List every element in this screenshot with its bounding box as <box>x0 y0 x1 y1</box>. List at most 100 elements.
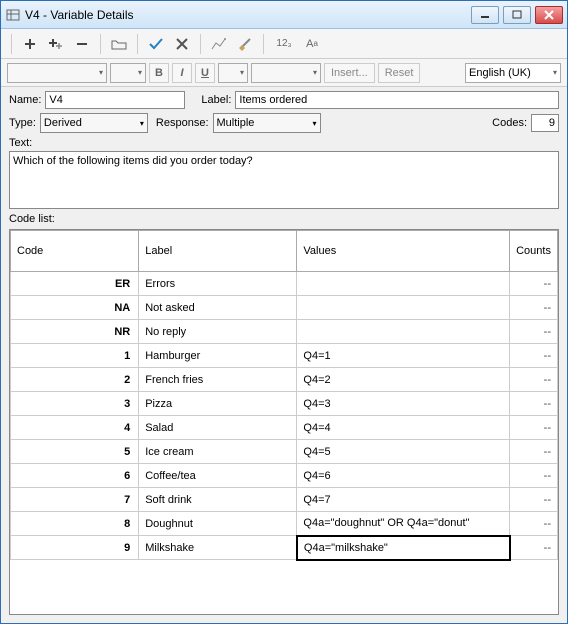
cell-values[interactable]: Q4a="milkshake" <box>297 536 510 560</box>
cell-values[interactable]: Q4=7 <box>297 488 510 512</box>
table-row[interactable]: 6Coffee/teaQ4=6-- <box>11 464 558 488</box>
cell-code[interactable]: 1 <box>11 344 139 368</box>
remove-icon[interactable] <box>70 33 94 55</box>
font-combo[interactable]: ▾ <box>7 63 107 83</box>
cell-label[interactable]: Doughnut <box>139 512 297 536</box>
brush-icon[interactable] <box>233 33 257 55</box>
cell-values[interactable]: Q4=1 <box>297 344 510 368</box>
size-combo[interactable]: ▾ <box>110 63 146 83</box>
table-row[interactable]: 1HamburgerQ4=1-- <box>11 344 558 368</box>
table-row[interactable]: 5Ice creamQ4=5-- <box>11 440 558 464</box>
cell-counts: -- <box>510 512 558 536</box>
table-row[interactable]: 7Soft drinkQ4=7-- <box>11 488 558 512</box>
cell-counts: -- <box>510 392 558 416</box>
cell-label[interactable]: No reply <box>139 320 297 344</box>
cell-label[interactable]: Ice cream <box>139 440 297 464</box>
col-counts[interactable]: Counts <box>510 231 558 272</box>
label-input[interactable]: Items ordered <box>235 91 559 109</box>
col-label[interactable]: Label <box>139 231 297 272</box>
table-row[interactable]: 3PizzaQ4=3-- <box>11 392 558 416</box>
insert-button[interactable]: Insert... <box>324 63 375 83</box>
cell-counts: -- <box>510 440 558 464</box>
cell-code[interactable]: 4 <box>11 416 139 440</box>
cross-icon[interactable] <box>170 33 194 55</box>
window: V4 - Variable Details 12₃ Aa ▾ ▾ B I U ▾… <box>0 0 568 624</box>
response-label: Response: <box>156 117 209 129</box>
cell-counts: -- <box>510 320 558 344</box>
table-row[interactable]: 2French friesQ4=2-- <box>11 368 558 392</box>
cell-values[interactable]: Q4=6 <box>297 464 510 488</box>
table-row[interactable]: 8DoughnutQ4a="doughnut" OR Q4a="donut"-- <box>11 512 558 536</box>
cell-label[interactable]: Not asked <box>139 296 297 320</box>
type-label: Type: <box>9 117 36 129</box>
cell-values[interactable] <box>297 320 510 344</box>
table-row[interactable]: 9MilkshakeQ4a="milkshake"-- <box>11 536 558 560</box>
maximize-button[interactable] <box>503 6 531 24</box>
table-row[interactable]: NANot asked-- <box>11 296 558 320</box>
name-input[interactable]: V4 <box>45 91 185 109</box>
cell-values[interactable] <box>297 296 510 320</box>
col-values[interactable]: Values <box>297 231 510 272</box>
cell-label[interactable]: Pizza <box>139 392 297 416</box>
cell-code[interactable]: 6 <box>11 464 139 488</box>
bold-button[interactable]: B <box>149 63 169 83</box>
chart-icon[interactable] <box>207 33 231 55</box>
response-select[interactable]: Multiple▾ <box>213 113 321 133</box>
cell-code[interactable]: 8 <box>11 512 139 536</box>
cell-code[interactable]: ER <box>11 272 139 296</box>
separator <box>137 34 138 54</box>
cell-values[interactable]: Q4=2 <box>297 368 510 392</box>
add-multi-icon[interactable] <box>44 33 68 55</box>
cell-code[interactable]: 7 <box>11 488 139 512</box>
add-icon[interactable] <box>18 33 42 55</box>
table-row[interactable]: NRNo reply -- <box>11 320 558 344</box>
textcase-icon[interactable]: Aa <box>300 33 324 55</box>
cell-label[interactable]: French fries <box>139 368 297 392</box>
cell-label[interactable]: Errors <box>139 272 297 296</box>
cell-code[interactable]: NR <box>11 320 139 344</box>
cell-code[interactable]: 9 <box>11 536 139 560</box>
col-code[interactable]: Code <box>11 231 139 272</box>
cell-code[interactable]: 5 <box>11 440 139 464</box>
cell-code[interactable]: 2 <box>11 368 139 392</box>
cell-label[interactable]: Milkshake <box>139 536 297 560</box>
cell-code[interactable]: 3 <box>11 392 139 416</box>
cell-label[interactable]: Soft drink <box>139 488 297 512</box>
cell-label[interactable]: Coffee/tea <box>139 464 297 488</box>
cell-code[interactable]: NA <box>11 296 139 320</box>
check-icon[interactable] <box>144 33 168 55</box>
color2-combo[interactable]: ▾ <box>251 63 321 83</box>
color1-combo[interactable]: ▾ <box>218 63 248 83</box>
label-label: Label: <box>201 94 231 106</box>
underline-button[interactable]: U <box>195 63 215 83</box>
table-row[interactable]: 4SaladQ4=4-- <box>11 416 558 440</box>
type-select[interactable]: Derived▾ <box>40 113 148 133</box>
cell-values[interactable]: Q4=3 <box>297 392 510 416</box>
cell-counts: -- <box>510 368 558 392</box>
close-button[interactable] <box>535 6 563 24</box>
cell-values[interactable]: Q4=5 <box>297 440 510 464</box>
cell-label[interactable]: Hamburger <box>139 344 297 368</box>
cell-label[interactable]: Salad <box>139 416 297 440</box>
grid-table: Code Label Values Counts ERErrors--NANot… <box>10 230 558 561</box>
table-row[interactable]: ERErrors -- <box>11 272 558 296</box>
window-buttons <box>471 6 563 24</box>
reset-button[interactable]: Reset <box>378 63 421 83</box>
cell-counts: -- <box>510 272 558 296</box>
language-combo[interactable]: English (UK)▾ <box>465 63 561 83</box>
minimize-button[interactable] <box>471 6 499 24</box>
toolbar: 12₃ Aa <box>1 29 567 59</box>
cell-counts: -- <box>510 344 558 368</box>
codes-input[interactable]: 9 <box>531 114 559 132</box>
number-icon[interactable]: 12₃ <box>270 33 298 55</box>
window-title: V4 - Variable Details <box>25 8 471 22</box>
cell-counts: -- <box>510 416 558 440</box>
italic-button[interactable]: I <box>172 63 192 83</box>
name-label: Name: <box>9 94 41 106</box>
codes-label: Codes: <box>492 117 527 129</box>
cell-values[interactable] <box>297 272 510 296</box>
folder-icon[interactable] <box>107 33 131 55</box>
cell-values[interactable]: Q4=4 <box>297 416 510 440</box>
cell-values[interactable]: Q4a="doughnut" OR Q4a="donut" <box>297 512 510 536</box>
text-textarea[interactable]: Which of the following items did you ord… <box>9 151 559 209</box>
